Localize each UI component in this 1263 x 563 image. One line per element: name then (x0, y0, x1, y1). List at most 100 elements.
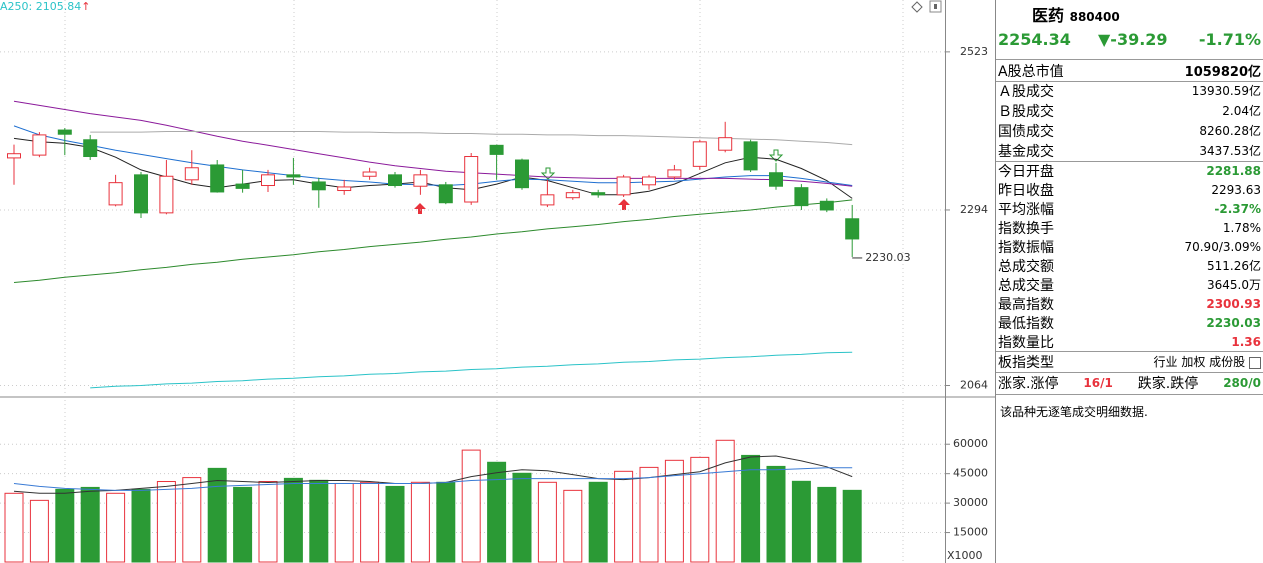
volume-bar (334, 482, 354, 563)
value: 70.90/3.09% (1184, 239, 1261, 254)
low-label: 2230.03 (865, 251, 911, 264)
value: 1059820亿 (1184, 65, 1261, 80)
value: 1.36 (1231, 334, 1261, 349)
label: 涨家.涨停 (998, 375, 1059, 392)
candle-body (337, 186, 352, 192)
value: 2293.63 (1211, 182, 1261, 197)
value: 3437.53亿 (1199, 144, 1261, 158)
info-row: 总成交额 511.26亿 (998, 256, 1261, 275)
volume-bar (715, 439, 735, 563)
volume-bar (410, 481, 430, 563)
candle-body (311, 181, 326, 191)
volume-bar (563, 489, 583, 563)
label: 最高指数 (998, 296, 1054, 313)
candle-body (261, 174, 275, 187)
diamond-button[interactable] (911, 1, 923, 13)
info-row: 昨日收盘 2293.63 (998, 180, 1261, 199)
candle-body (489, 144, 504, 155)
value: -2.37% (1214, 201, 1261, 216)
candle-body (413, 174, 428, 187)
candle-body (32, 134, 47, 156)
sell-signal (768, 149, 784, 162)
value: 511.26亿 (1207, 259, 1261, 273)
note: 该品种无逐笔成交明细数据. (1000, 405, 1148, 419)
candle-body (718, 137, 733, 151)
volume-bar (690, 456, 710, 563)
candle-body (57, 129, 72, 135)
candle-body (540, 194, 555, 206)
type-row: 板指类型 行业 加权 成份股 (998, 352, 1261, 371)
candle-body (769, 172, 783, 187)
label: 总成交额 (998, 258, 1054, 275)
candle-body (515, 159, 529, 189)
candle-body (642, 176, 656, 186)
ma-header: A250: 2105.84↑ (0, 0, 90, 13)
info-row: 基金成交 3437.53亿 (998, 141, 1261, 160)
label: 指数换手 (998, 220, 1054, 237)
candle-body (464, 156, 479, 203)
candle-body (235, 183, 250, 189)
candle-body (794, 187, 809, 207)
y-tick-label: 30000 (953, 496, 988, 509)
info-row: 总成交量 3645.0万 (998, 275, 1261, 294)
info-row: 最高指数 2300.93 (998, 294, 1261, 313)
value: 1.78% (1222, 220, 1261, 235)
volume-bar (512, 472, 532, 563)
volume-bar (537, 481, 557, 563)
change: ▼-39.29 (1098, 30, 1168, 49)
breadth-row: 涨家.涨停 16/1 跌家.跌停 280/0 (998, 373, 1261, 392)
buy-signal (618, 199, 630, 210)
candle-body (743, 141, 758, 171)
volume-bar (461, 449, 481, 563)
y-tick-label: 2523 (960, 45, 988, 58)
info-row: 今日开盘 2281.88 (998, 161, 1261, 180)
name: 医药 (1032, 6, 1065, 25)
candle-body (134, 174, 148, 214)
buy-signal (414, 203, 426, 214)
volume-bar (588, 481, 608, 563)
info-row: A股总市值 1059820亿 (998, 61, 1261, 81)
volume-bar (791, 480, 811, 563)
candle-body (210, 164, 225, 193)
code: 880400 (1069, 10, 1120, 24)
ma-line (90, 351, 853, 389)
quote-row: 2254.34 ▼-39.29 -1.71% (998, 30, 1261, 52)
y-tick-label: 45000 (953, 467, 988, 480)
index-name: 医药 880400 (1032, 2, 1120, 26)
candle-body (616, 176, 631, 196)
value: 16/1 (1083, 375, 1113, 390)
label: 最低指数 (998, 315, 1054, 332)
volume-bar (385, 485, 405, 563)
candle-body (362, 171, 377, 177)
label: 板指类型 (998, 354, 1054, 371)
candle-body (286, 174, 301, 178)
divider (996, 372, 1263, 373)
volume-bar (309, 479, 329, 563)
candle-body (565, 192, 580, 199)
info-row: 国债成交 8260.28亿 (998, 121, 1261, 140)
ma-line (13, 199, 853, 283)
volume-bar (156, 481, 176, 563)
candle-body (184, 167, 199, 181)
value: 2300.93 (1206, 296, 1261, 311)
volume-bar (29, 499, 49, 563)
volume-bar (436, 481, 456, 563)
volume-bar (817, 486, 837, 563)
info-row: 指数量比 1.36 (998, 332, 1261, 351)
value: 8260.28亿 (1199, 124, 1261, 138)
candle-body (159, 175, 174, 214)
ma-line (13, 467, 853, 491)
quote-panel: 医药 880400 2254.34 ▼-39.29 -1.71% A股总市值 10… (996, 0, 1263, 563)
label: Ｂ股成交 (998, 103, 1054, 120)
candle-body (438, 184, 453, 204)
info-row: Ｂ股成交 2.04亿 (998, 101, 1261, 120)
divider (996, 59, 1263, 60)
info-row: 指数振幅 70.90/3.09% (998, 237, 1261, 256)
label: A股总市值 (998, 63, 1064, 80)
info-row: Ａ股成交 13930.59亿 (998, 81, 1261, 100)
info-row: 平均涨幅 -2.37% (998, 199, 1261, 218)
info-row: 指数换手 1.78% (998, 218, 1261, 237)
candle-body (591, 192, 606, 196)
divider (996, 81, 1263, 82)
